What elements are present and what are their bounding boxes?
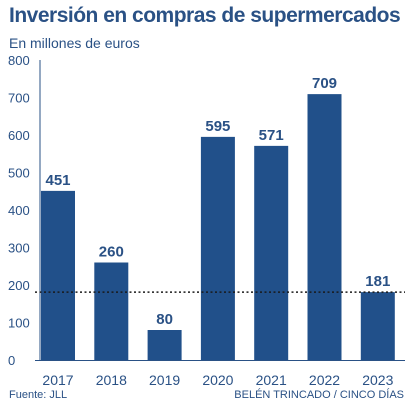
x-tick-label: 2020 xyxy=(202,372,233,388)
y-tick-label: 100 xyxy=(8,316,30,331)
y-tick-label: 200 xyxy=(8,278,30,293)
bar xyxy=(94,262,129,360)
data-label: 571 xyxy=(259,127,284,144)
bar xyxy=(147,330,182,360)
chart-subtitle: En millones de euros xyxy=(9,35,140,51)
y-tick-label: 800 xyxy=(8,53,30,68)
data-label: 80 xyxy=(156,311,173,328)
bar xyxy=(254,145,289,360)
y-tick-label: 700 xyxy=(8,91,30,106)
data-label: 709 xyxy=(312,75,337,92)
x-tick-label: 2021 xyxy=(256,372,287,388)
x-tick-label: 2017 xyxy=(42,372,73,388)
y-tick-label: 400 xyxy=(8,203,30,218)
y-tick-label: 0 xyxy=(8,353,15,368)
bar xyxy=(200,136,235,360)
credit-note: BELÉN TRINCADO / CINCO DÍAS xyxy=(234,389,404,401)
y-tick-label: 500 xyxy=(8,166,30,181)
x-tick-label: 2023 xyxy=(362,372,393,388)
y-tick-label: 600 xyxy=(8,128,30,143)
source-note: Fuente: JLL xyxy=(9,389,68,401)
x-tick-label: 2019 xyxy=(149,372,180,388)
bar xyxy=(307,94,342,360)
bar xyxy=(41,190,75,360)
x-tick-label: 2022 xyxy=(309,372,340,388)
data-label: 260 xyxy=(99,244,124,261)
chart-title: Inversión en compras de supermercados xyxy=(9,4,401,27)
data-label: 451 xyxy=(45,172,70,189)
data-label: 595 xyxy=(205,118,230,135)
x-tick-label: 2018 xyxy=(96,372,127,388)
bar xyxy=(360,292,395,360)
data-label: 181 xyxy=(365,273,390,290)
y-tick-label: 300 xyxy=(8,241,30,256)
